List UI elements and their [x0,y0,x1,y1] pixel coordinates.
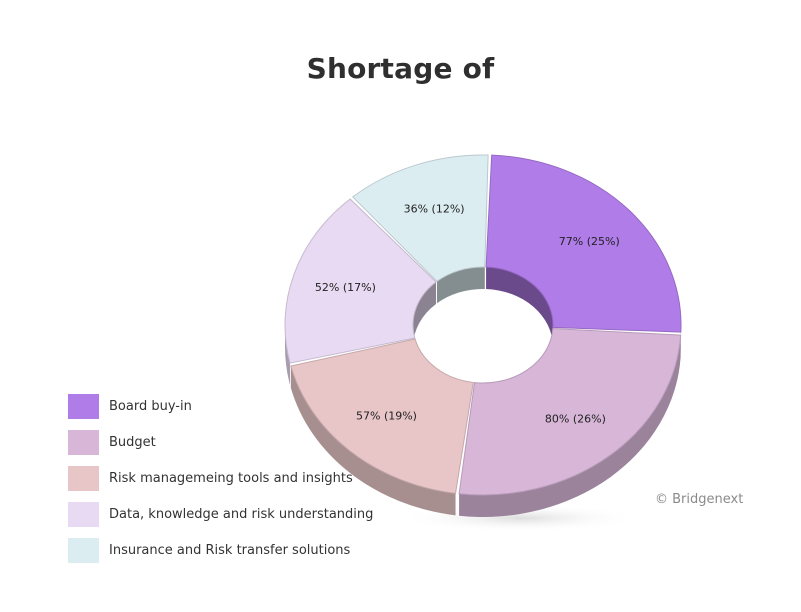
watermark: © Bridgenext [655,492,744,507]
slice-inner-wall [486,267,553,347]
slice-side-wall [285,325,291,386]
legend-swatch [68,465,99,491]
slice-data-label: 57% (19%) [356,409,417,422]
legend-item[interactable]: Data, knowledge and risk understanding [68,501,373,527]
legend-swatch [68,501,99,527]
legend-item[interactable]: Risk managemeing tools and insights [68,465,373,491]
slice-inner-wall [436,267,485,304]
slice-risk-managemeing-tools-and-insights[interactable] [290,338,474,494]
legend-label: Board buy-in [109,398,192,414]
slice-inner-wall [413,282,437,347]
slice-board-buy-in[interactable] [485,154,682,333]
legend-item[interactable]: Board buy-in [68,393,373,419]
legend-label: Budget [109,434,156,450]
slice-budget[interactable] [458,327,682,496]
chart-title: Shortage of [306,52,495,85]
legend-label: Risk managemeing tools and insights [109,470,353,486]
slice-side-wall [459,335,681,517]
legend-swatch [68,537,99,563]
slice-data-label: 36% (12%) [404,202,465,215]
legend-item[interactable]: Insurance and Risk transfer solutions [68,537,373,563]
slice-side-wall [290,366,456,516]
slice-insurance-and-risk-transfer-solutions[interactable] [352,154,489,282]
legend-swatch [68,429,99,455]
slice-data-label: 52% (17%) [315,281,376,294]
slice-data-label: 80% (26%) [545,412,606,425]
slice-data-label: 77% (25%) [559,235,620,248]
legend: Board buy-in Budget Risk managemeing tools… [68,393,373,573]
legend-label: Data, knowledge and risk understanding [109,506,374,522]
legend-swatch [68,393,99,419]
legend-item[interactable]: Budget [68,429,373,455]
legend-label: Insurance and Risk transfer solutions [109,542,351,558]
slice-data-knowledge-and-risk-understanding[interactable] [284,198,437,364]
